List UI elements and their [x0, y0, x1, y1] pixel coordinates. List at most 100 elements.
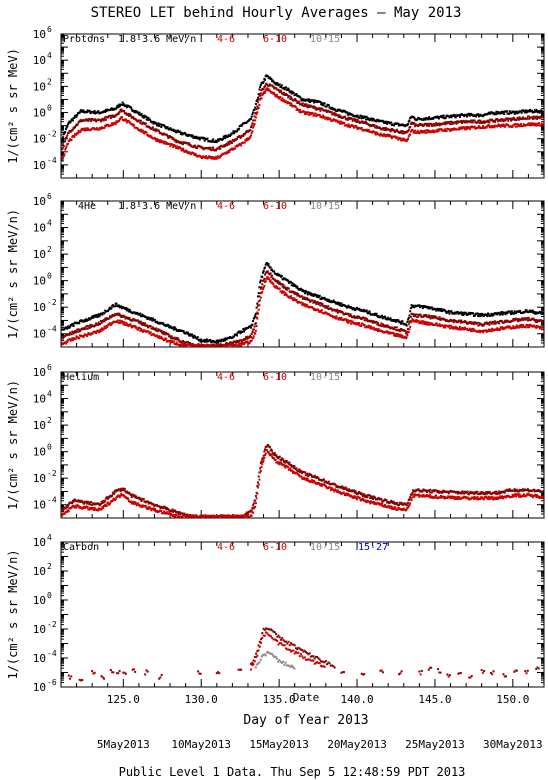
data-point: [394, 335, 397, 338]
data-point: [239, 332, 242, 335]
data-point: [397, 328, 400, 331]
data-point: [245, 137, 248, 140]
data-point: [135, 110, 138, 113]
data-point: [309, 112, 312, 115]
data-point: [206, 137, 209, 140]
data-point: [262, 269, 265, 272]
data-point: [210, 344, 213, 347]
data-point: [61, 137, 64, 140]
data-point: [204, 156, 207, 159]
data-point: [209, 146, 212, 149]
data-point: [252, 337, 255, 340]
data-point: [304, 297, 307, 300]
data-point: [464, 128, 467, 131]
data-point: [496, 117, 499, 120]
data-point: [113, 305, 116, 308]
data-point: [264, 266, 267, 269]
data-point: [366, 118, 369, 121]
data-point: [259, 279, 262, 282]
data-point: [425, 321, 428, 324]
data-point: [72, 332, 75, 335]
data-point: [489, 329, 492, 332]
data-point: [78, 337, 81, 340]
data-point: [199, 340, 202, 343]
data-point: [313, 101, 316, 104]
data-point: [346, 111, 349, 114]
data-point: [428, 314, 431, 317]
data-point: [121, 315, 124, 318]
data-point: [323, 102, 326, 105]
data-point: [167, 136, 170, 139]
data-point: [365, 317, 368, 320]
data-point: [478, 322, 481, 325]
data-point: [235, 339, 238, 342]
data-point: [123, 315, 126, 318]
data-point: [113, 314, 116, 317]
data-point: [355, 115, 358, 118]
data-point: [196, 337, 199, 340]
data-point: [374, 132, 377, 135]
data-point: [72, 324, 75, 327]
y-axis-label: 1/(cm² s sr MeV/n): [6, 380, 20, 510]
data-point: [118, 119, 121, 122]
data-point: [170, 335, 173, 338]
data-point: [339, 318, 342, 321]
data-point: [187, 143, 190, 146]
data-point: [213, 344, 216, 347]
data-point: [103, 325, 106, 328]
data-point: [350, 117, 353, 120]
data-point: [472, 312, 475, 315]
data-point: [264, 85, 267, 88]
data-point: [210, 140, 213, 143]
data-point: [131, 319, 134, 322]
data-point: [389, 317, 392, 320]
data-point: [74, 125, 77, 128]
data-point: [97, 111, 100, 114]
data-point: [193, 135, 196, 138]
data-point: [97, 313, 100, 316]
data-point: [451, 326, 454, 329]
data-point: [516, 319, 519, 322]
data-point: [262, 80, 265, 83]
data-point: [309, 292, 312, 295]
data-point: [384, 324, 387, 327]
data-point: [405, 140, 408, 143]
data-point: [64, 507, 67, 510]
data-point: [513, 310, 516, 313]
data-point: [383, 133, 386, 136]
data-point: [71, 330, 74, 333]
data-point: [517, 123, 520, 126]
data-point: [295, 99, 298, 102]
data-point: [269, 266, 272, 269]
data-point: [294, 97, 297, 100]
data-point: [273, 270, 276, 273]
data-point: [168, 142, 171, 145]
data-point: [71, 502, 74, 505]
data-point: [384, 122, 387, 125]
data-point: [300, 288, 303, 291]
data-point: [353, 119, 356, 122]
data-point: [491, 126, 494, 129]
data-point: [303, 292, 306, 295]
data-point: [297, 294, 300, 297]
data-point: [156, 320, 159, 323]
data-point: [405, 324, 408, 327]
data-point: [501, 328, 504, 331]
data-point: [253, 325, 256, 328]
data-point: [292, 91, 295, 94]
data-point: [299, 97, 302, 100]
data-point: [322, 104, 325, 107]
data-point: [163, 142, 166, 145]
data-point: [465, 126, 468, 129]
data-point: [538, 110, 541, 113]
data-point: [407, 328, 410, 331]
data-point: [493, 322, 496, 325]
data-point: [466, 322, 469, 325]
data-point: [193, 144, 196, 147]
data-point: [233, 132, 236, 135]
data-point: [501, 320, 504, 323]
data-point: [509, 326, 512, 329]
data-point: [445, 129, 448, 132]
data-point: [84, 127, 87, 130]
